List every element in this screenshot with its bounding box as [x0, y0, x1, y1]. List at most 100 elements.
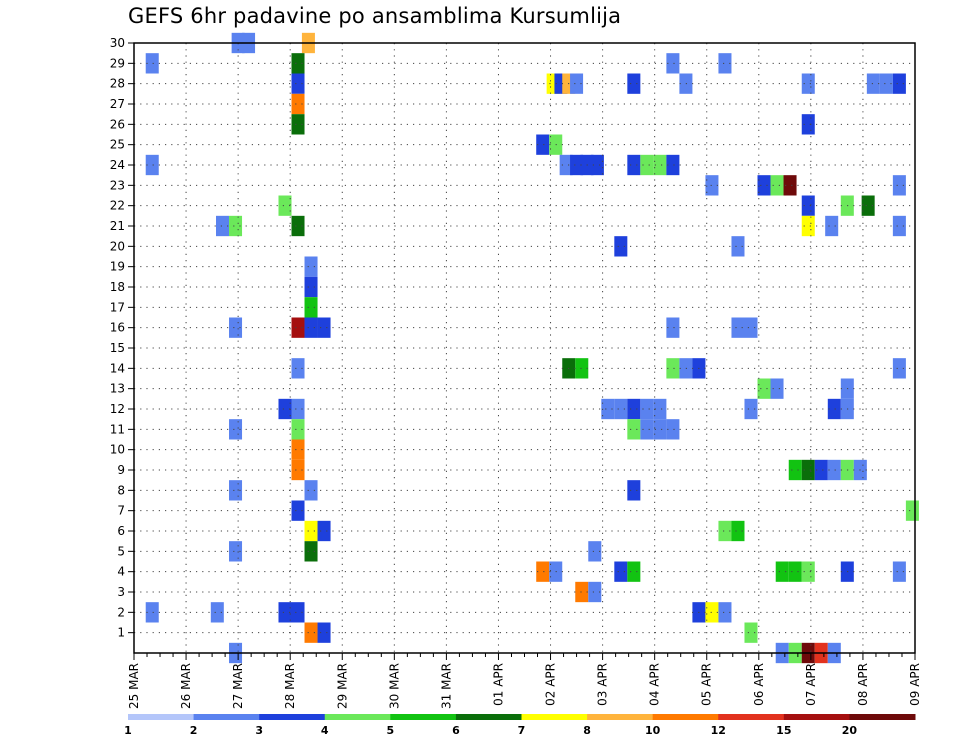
heatmap-cell [291, 317, 305, 338]
heatmap-cell [861, 195, 875, 216]
x-tick-label: 03 APR [596, 663, 610, 706]
heatmap-cell [892, 358, 906, 379]
legend-swatch [521, 714, 588, 720]
heatmap-cell [291, 93, 305, 115]
y-tick-label: 22 [110, 199, 125, 213]
x-tick-label: 05 APR [700, 663, 714, 706]
heatmap-cell [666, 317, 680, 338]
legend-label: 7 [518, 724, 526, 737]
heatmap-cell [291, 215, 305, 237]
heatmap-cell [278, 398, 292, 420]
heatmap-cell [718, 520, 732, 542]
heatmap-cell [627, 73, 641, 94]
x-tick-label: 02 APR [544, 663, 558, 706]
y-tick-label: 9 [117, 463, 125, 477]
heatmap-cell [879, 73, 893, 94]
heatmap-cell [291, 114, 305, 135]
heatmap-cell [216, 215, 230, 237]
heatmap-cell [291, 439, 305, 460]
heatmap-cell [614, 398, 628, 420]
x-tick-label: 06 APR [752, 663, 766, 706]
y-tick-label: 24 [110, 158, 125, 172]
legend-swatch [587, 714, 654, 720]
heatmap-cell [304, 276, 318, 298]
heatmap-cell [627, 154, 641, 176]
heatmap-cell [653, 398, 667, 420]
y-tick-label: 1 [117, 626, 125, 640]
legend-swatch [128, 714, 195, 720]
legend-label: 10 [645, 724, 661, 737]
heatmap-cell [291, 459, 305, 481]
heatmap-cell [570, 154, 584, 176]
x-axis: 25 MAR 26 MAR 27 MAR 28 MAR 29 MAR 30 MAR 31 M… [127, 653, 922, 709]
legend-swatch [259, 714, 326, 720]
legend-label: 15 [776, 724, 791, 737]
heatmap-cell [905, 500, 919, 521]
legend-label: 8 [583, 724, 591, 737]
heatmap-cell [666, 53, 680, 74]
grid-lines [134, 43, 915, 653]
heatmap-cell [590, 154, 604, 176]
heatmap-cell [291, 500, 305, 521]
y-tick-label: 20 [110, 239, 125, 253]
heatmap-cell [801, 73, 815, 94]
chart-title: GEFS 6hr padavine po ansamblima Kursumli… [128, 4, 622, 28]
heatmap-cell [744, 317, 758, 338]
heatmap-cell [304, 520, 318, 542]
y-tick-label: 26 [110, 117, 125, 131]
heatmap-cell [825, 215, 839, 237]
heatmap-cell [801, 561, 815, 582]
y-tick-label: 23 [110, 178, 125, 192]
legend-label: 4 [321, 724, 329, 737]
legend-swatch [324, 714, 391, 720]
legend-swatch [193, 714, 260, 720]
heatmap-cell [210, 602, 224, 623]
x-tick-label: 04 APR [648, 663, 662, 706]
y-tick-label: 10 [110, 443, 125, 457]
legend-label: 20 [842, 724, 858, 737]
heatmap-cell [575, 581, 589, 603]
color-legend: 1 2 3 4 5 6 7 8 10 12 15 20 [124, 714, 916, 737]
y-tick-label: 6 [117, 524, 125, 538]
y-tick-label: 18 [110, 280, 125, 294]
heatmap-cell [640, 154, 654, 176]
heatmap-cell [827, 459, 841, 481]
heatmap-cell [783, 175, 797, 196]
heatmap-cell [827, 398, 841, 420]
heatmap-cell [744, 398, 758, 420]
heatmap-cells [145, 32, 919, 664]
heatmap-cell [653, 419, 667, 440]
heatmap-cell [291, 398, 305, 420]
heatmap-cell [892, 175, 906, 196]
heatmap-cell [317, 317, 331, 338]
heatmap-cell [291, 73, 305, 94]
heatmap-cell [614, 561, 628, 582]
legend-swatch [652, 714, 719, 720]
heatmap-cell [640, 419, 654, 440]
heatmap-cell [588, 541, 602, 562]
heatmap-cell [705, 175, 719, 196]
legend-swatch [718, 714, 785, 720]
heatmap-cell [627, 480, 641, 501]
heatmap-cell [814, 459, 828, 481]
heatmap-cell [317, 520, 331, 542]
x-tick-label: 31 MAR [439, 663, 453, 709]
y-tick-label: 29 [110, 56, 125, 70]
legend-swatch [783, 714, 850, 720]
y-tick-label: 12 [110, 402, 125, 416]
y-tick-label: 14 [110, 361, 125, 375]
heatmap-cell [304, 256, 318, 277]
legend-label: 3 [255, 724, 263, 737]
legend-swatch [455, 714, 522, 720]
heatmap-cell [627, 419, 641, 440]
y-tick-label: 30 [110, 36, 125, 50]
heatmap-cell [291, 358, 305, 379]
x-tick-label: 28 MAR [283, 663, 297, 709]
heatmap-cell [892, 215, 906, 237]
heatmap-cell [705, 602, 719, 623]
y-tick-label: 11 [110, 422, 125, 436]
heatmap-cell [731, 236, 745, 257]
heatmap-cell [718, 53, 732, 74]
heatmap-cell [145, 154, 159, 176]
